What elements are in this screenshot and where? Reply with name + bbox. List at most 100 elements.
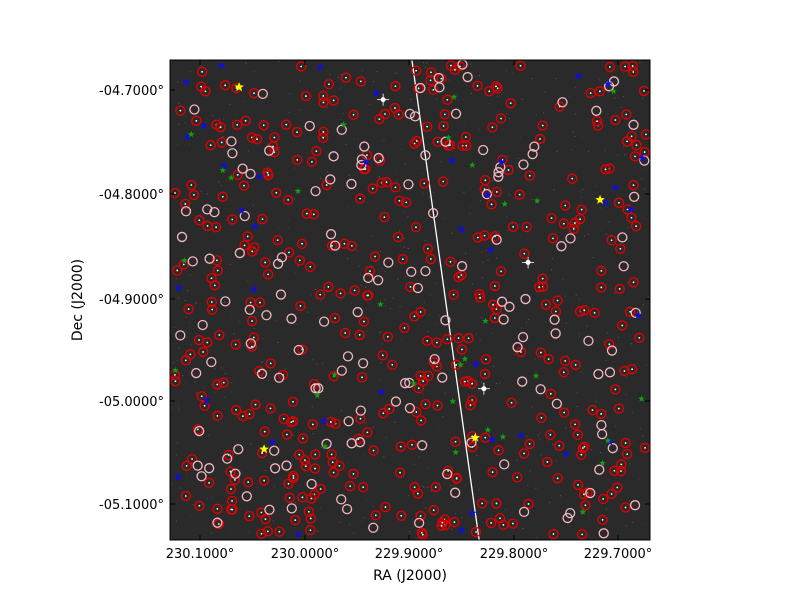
pink-circle-markers — [175, 60, 650, 539]
noise-pixel — [415, 401, 417, 403]
red-circle — [479, 230, 490, 241]
pink-circle — [256, 368, 268, 379]
star-dot — [269, 362, 272, 365]
noise-pixel — [219, 118, 221, 120]
noise-pixel — [320, 446, 322, 448]
star-dot — [334, 317, 336, 320]
noise-pixel — [342, 351, 344, 353]
noise-pixel — [385, 436, 387, 438]
noise-pixel — [207, 81, 209, 83]
pink-circle — [618, 261, 629, 272]
noise-pixel — [454, 148, 456, 150]
noise-pixel — [521, 206, 523, 208]
star-dot — [436, 140, 439, 143]
noise-pixel — [271, 411, 273, 413]
noise-pixel — [392, 297, 394, 299]
red-circle — [379, 211, 390, 223]
noise-pixel — [498, 230, 500, 232]
noise-pixel — [383, 86, 385, 88]
star-dot — [252, 336, 255, 339]
star-dot — [224, 84, 227, 87]
noise-pixel — [437, 429, 439, 431]
yellow-star — [259, 444, 269, 454]
red-circle — [172, 265, 183, 276]
noise-pixel — [185, 476, 187, 478]
noise-pixel — [294, 167, 296, 169]
noise-pixel — [422, 368, 424, 370]
pink-circle — [617, 232, 628, 243]
red-circle — [226, 495, 238, 507]
noise-pixel — [295, 73, 297, 75]
pink-circle — [176, 231, 188, 243]
pink-circle — [496, 296, 508, 307]
star-dot — [399, 471, 401, 474]
red-circle — [439, 514, 451, 525]
noise-pixel — [372, 505, 374, 507]
noise-pixel — [442, 357, 444, 359]
noise-pixel — [463, 137, 465, 139]
noise-pixel — [647, 296, 649, 298]
pink-circle — [233, 444, 244, 455]
star-dot — [576, 433, 579, 436]
noise-pixel — [202, 127, 204, 129]
noise-pixel — [317, 317, 319, 319]
red-circle — [448, 289, 459, 300]
red-circle — [305, 525, 316, 536]
red-circle — [250, 399, 261, 410]
star-dot — [203, 404, 206, 407]
pink-circle — [512, 342, 523, 353]
noise-pixel — [359, 404, 361, 406]
red-circle — [587, 404, 598, 416]
green-star — [452, 448, 459, 456]
star-dot — [301, 242, 303, 245]
noise-pixel — [224, 396, 226, 398]
star-dot — [416, 492, 419, 495]
pink-circle — [550, 328, 561, 339]
red-circle — [339, 238, 350, 249]
noise-pixel — [266, 309, 268, 311]
noise-pixel — [545, 78, 547, 80]
pink-circle — [206, 356, 217, 368]
red-circle — [358, 316, 370, 327]
pink-circle — [354, 437, 366, 448]
star-dot — [234, 343, 237, 346]
noise-pixel — [464, 121, 466, 123]
noise-pixel — [498, 110, 500, 112]
noise-pixel — [409, 531, 411, 533]
star-dot — [624, 65, 626, 68]
noise-pixel — [570, 98, 572, 100]
noise-pixel — [482, 261, 484, 263]
x-tick-label: 230.1000° — [166, 547, 235, 562]
blue-star — [182, 77, 191, 86]
pink-circle — [415, 82, 426, 94]
pink-circle — [556, 241, 567, 252]
red-circle — [362, 427, 373, 438]
noise-pixel — [629, 125, 631, 127]
star-dot — [512, 522, 514, 525]
star-dot — [581, 533, 583, 536]
noise-pixel — [575, 112, 577, 114]
red-circle — [218, 377, 229, 388]
noise-pixel — [190, 515, 192, 517]
red-circle — [453, 271, 464, 283]
red-circle — [394, 467, 406, 478]
star-dot — [241, 415, 244, 418]
noise-pixel — [493, 288, 495, 290]
red-circle — [294, 449, 305, 460]
pink-circle — [517, 376, 528, 387]
star-dot — [267, 174, 270, 176]
star-dot — [509, 102, 512, 105]
noise-pixel — [622, 72, 624, 74]
noise-pixel — [602, 281, 604, 283]
noise-pixel — [426, 62, 428, 64]
noise-pixel — [235, 113, 237, 115]
noise-pixel — [184, 300, 186, 302]
noise-pixel — [583, 172, 585, 174]
star-dot — [604, 168, 607, 171]
star-dot — [609, 66, 611, 68]
noise-pixel — [410, 98, 412, 100]
noise-pixel — [292, 434, 294, 436]
noise-pixel — [539, 438, 541, 440]
noise-pixel — [396, 503, 398, 505]
red-circle — [640, 129, 650, 140]
